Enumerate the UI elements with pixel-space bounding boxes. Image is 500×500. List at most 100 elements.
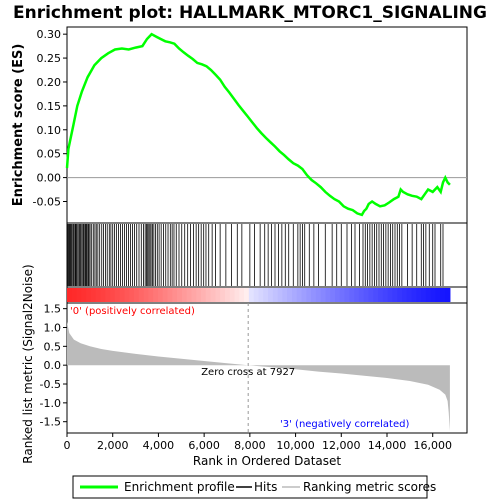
- metric-y-tick-label: -1.5: [40, 416, 61, 429]
- es-y-tick-label: -0.05: [33, 195, 61, 208]
- x-tick-label: 2,000: [97, 439, 129, 452]
- colorbar-segment: [95, 288, 102, 302]
- colorbar-segment: [387, 288, 394, 302]
- colorbar-segment: [373, 288, 379, 302]
- colorbar-segment: [416, 288, 422, 302]
- colorbar-segment: [157, 288, 164, 302]
- es-ylabel: Enrichment score (ES): [11, 44, 26, 207]
- es-y-tick-label: 0.30: [37, 28, 62, 41]
- chart-title: Enrichment plot: HALLMARK_MTORC1_SIGNALI…: [13, 3, 487, 23]
- colorbar-segment: [110, 288, 116, 302]
- ranking-metric-area: [67, 321, 450, 432]
- metric-y-tick-label: -0.5: [40, 378, 61, 391]
- es-y-tick-label: 0.15: [37, 100, 62, 113]
- colorbar-segment: [215, 288, 221, 302]
- colorbar-segment: [382, 288, 389, 302]
- colorbar-segment: [330, 288, 336, 302]
- colorbar-segment: [138, 288, 145, 302]
- x-axis: 0 2,000 4,000 6,000 8,000 10,000 12,000 14,000 1…: [64, 433, 452, 452]
- colorbar-segment: [143, 288, 149, 302]
- colorbar-segment: [325, 288, 331, 302]
- metric-y-tick-label: 0.0: [44, 359, 62, 372]
- es-panel: 0.30 0.25 0.20 0.15 0.10 0.05 0.00 -0.05 Enrich…: [11, 26, 468, 224]
- es-y-tick-label: 0.00: [37, 172, 62, 185]
- colorbar-segment: [253, 288, 260, 302]
- colorbar-segment: [191, 288, 197, 302]
- metric-y-tick-label: -1.0: [40, 397, 61, 410]
- colorbar-segment: [358, 288, 365, 302]
- colorbar-segment: [229, 288, 236, 302]
- legend-label-enrichment: Enrichment profile: [124, 480, 235, 494]
- rank-colorbar: [67, 288, 451, 302]
- colorbar-segment: [81, 288, 87, 302]
- colorbar-segment: [172, 288, 178, 302]
- es-y-axis: 0.30 0.25 0.20 0.15 0.10 0.05 0.00 -0.05: [33, 28, 67, 208]
- colorbar-segment: [90, 288, 97, 302]
- zero-cross-label: Zero cross at 7927: [201, 367, 295, 378]
- hit-marks: [67, 224, 444, 286]
- colorbar-segment: [67, 288, 73, 302]
- colorbar-segment: [201, 288, 207, 302]
- colorbar-segment: [224, 288, 231, 302]
- colorbar-segment: [287, 288, 293, 302]
- colorbar-segment: [105, 288, 111, 302]
- colorbar-segment: [445, 288, 451, 302]
- es-y-tick-label: 0.10: [37, 124, 62, 137]
- colorbar-segment: [71, 288, 78, 302]
- colorbar-segment: [244, 288, 250, 302]
- x-axis-label: Rank in Ordered Dataset: [193, 454, 341, 468]
- metric-panel: 1.5 1.0 0.5 0.0 -0.5 -1.0 -1.5 '0' (positively…: [21, 264, 468, 464]
- colorbar-segment: [421, 288, 427, 302]
- hits-panel: [66, 222, 468, 304]
- x-tick-label: 0: [64, 439, 71, 452]
- colorbar-segment: [315, 288, 322, 302]
- colorbar-segment: [335, 288, 341, 302]
- metric-ylabel: Ranked list metric (Signal2Noise): [21, 264, 35, 463]
- colorbar-segment: [339, 288, 346, 302]
- colorbar-segment: [406, 288, 413, 302]
- metric-y-axis: 1.5 1.0 0.5 0.0 -0.5 -1.0 -1.5: [40, 303, 67, 429]
- colorbar-segment: [196, 288, 202, 302]
- positively-correlated-label: '0' (positively correlated): [70, 306, 195, 317]
- colorbar-segment: [272, 288, 279, 302]
- colorbar-segment: [186, 288, 193, 302]
- colorbar-segment: [205, 288, 212, 302]
- colorbar-segment: [368, 288, 374, 302]
- colorbar-segment: [301, 288, 307, 302]
- es-y-tick-label: 0.05: [37, 148, 62, 161]
- colorbar-segment: [378, 288, 384, 302]
- colorbar-segment: [402, 288, 408, 302]
- colorbar-segment: [440, 288, 446, 302]
- colorbar-segment: [411, 288, 417, 302]
- x-tick-label: 16,000: [413, 439, 452, 452]
- hits-panel-frame: [66, 222, 468, 288]
- x-tick-label: 14,000: [368, 439, 407, 452]
- colorbar-segment: [134, 288, 140, 302]
- metric-y-tick-label: 0.5: [44, 340, 62, 353]
- es-y-tick-label: 0.25: [37, 52, 62, 65]
- legend-label-metric: Ranking metric scores: [303, 480, 436, 494]
- negatively-correlated-label: '3' (negatively correlated): [280, 419, 409, 430]
- colorbar-segment: [277, 288, 283, 302]
- colorbar-segment: [129, 288, 135, 302]
- colorbar-segment: [354, 288, 360, 302]
- colorbar-segment: [296, 288, 303, 302]
- colorbar-segment: [220, 288, 226, 302]
- colorbar-segment: [181, 288, 188, 302]
- colorbar-segment: [234, 288, 240, 302]
- colorbar-segment: [100, 288, 106, 302]
- metric-y-tick-label: 1.5: [44, 303, 62, 316]
- colorbar-segment: [177, 288, 183, 302]
- colorbar-segment: [76, 288, 82, 302]
- colorbar-segment: [162, 288, 169, 302]
- colorbar-segment: [124, 288, 130, 302]
- x-tick-label: 12,000: [322, 439, 361, 452]
- colorbar-segment: [248, 288, 255, 302]
- colorbar-segment: [153, 288, 159, 302]
- x-tick-label: 6,000: [188, 439, 220, 452]
- colorbar-segment: [363, 288, 370, 302]
- colorbar-segment: [263, 288, 269, 302]
- colorbar-segment: [86, 288, 92, 302]
- x-tick-label: 8,000: [234, 439, 266, 452]
